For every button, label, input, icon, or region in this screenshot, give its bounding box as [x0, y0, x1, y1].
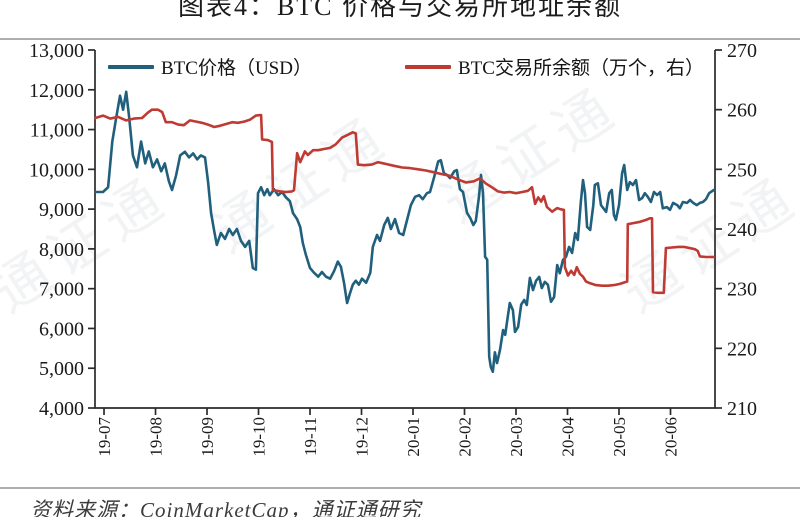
source-note: 资料来源：CoinMarketCap，通证通研究	[30, 498, 422, 517]
y-right-tick-label: 230	[727, 279, 757, 301]
y-left-tick-label: 12,000	[29, 80, 84, 102]
x-tick-label: 20-03	[507, 417, 526, 457]
y-left-tick-label: 5,000	[39, 358, 84, 380]
series-exchange-balance-line	[94, 108, 716, 295]
y-axis-right: 210 220 230 240 250 260 270	[715, 40, 757, 420]
y-right-tick-label: 260	[727, 100, 757, 122]
series-btc-price-line	[94, 90, 716, 374]
y-right-tick-label: 240	[727, 219, 757, 241]
y-left-tick-label: 6,000	[39, 318, 84, 340]
x-tick-label: 19-12	[353, 417, 372, 457]
y-left-tick-label: 4,000	[39, 398, 84, 420]
x-tick-label: 20-05	[610, 417, 629, 457]
y-left-tick-label: 13,000	[29, 40, 84, 62]
x-tick-label: 19-10	[250, 417, 269, 457]
x-axis: 19-07 19-08 19-09 19-10 19-11 19-12 20-01 20-02…	[95, 408, 681, 457]
y-left-tick-label: 9,000	[39, 199, 84, 221]
x-tick-label: 19-07	[95, 417, 114, 457]
y-left-tick-label: 7,000	[39, 279, 84, 301]
y-right-tick-label: 220	[727, 338, 757, 360]
y-left-tick-label: 8,000	[39, 239, 84, 261]
x-tick-label: 20-02	[456, 417, 475, 457]
y-right-tick-label: 250	[727, 159, 757, 181]
bottom-divider	[0, 487, 800, 489]
y-left-tick-label: 10,000	[29, 159, 84, 181]
y-left-tick-label: 11,000	[30, 120, 84, 142]
x-tick-label: 20-04	[559, 417, 578, 457]
figure-title: 图表4：BTC 价格与交易所地址余额	[177, 0, 623, 21]
y-axis-left: 4,000 5,000 6,000 7,000 8,000 9,000 10,000 11,0…	[29, 40, 95, 420]
x-tick-label: 19-08	[147, 417, 166, 457]
x-tick-label: 19-09	[198, 417, 217, 457]
x-tick-label: 20-06	[662, 417, 681, 457]
x-tick-label: 20-01	[404, 417, 423, 457]
y-right-tick-label: 270	[727, 40, 757, 62]
top-divider	[0, 38, 800, 40]
y-right-tick-label: 210	[727, 398, 757, 420]
x-tick-label: 19-11	[301, 417, 320, 456]
